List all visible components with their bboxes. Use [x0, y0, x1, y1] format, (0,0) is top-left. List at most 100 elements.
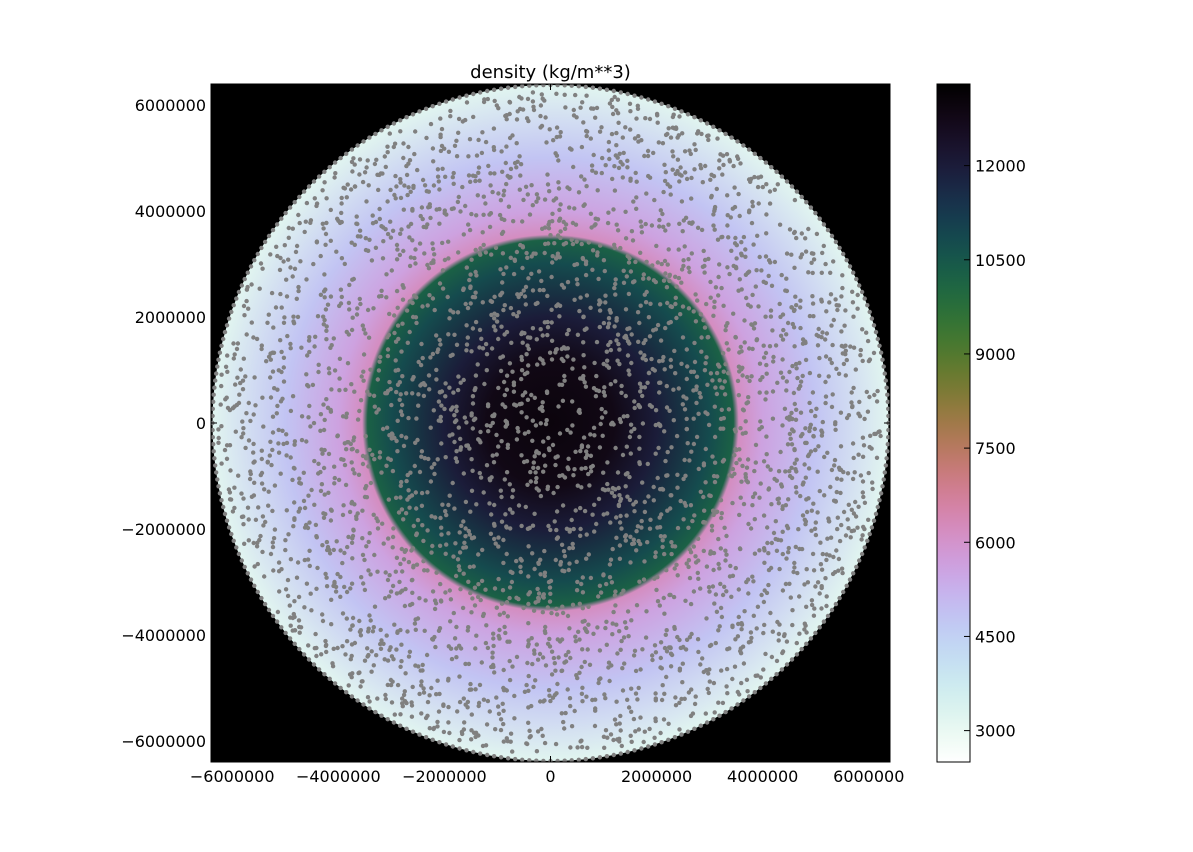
particle-point	[486, 429, 491, 434]
particle-point	[420, 304, 425, 309]
particle-point	[519, 410, 524, 415]
particle-point	[845, 517, 850, 522]
particle-point	[249, 320, 254, 325]
particle-point	[540, 226, 545, 231]
particle-point	[520, 219, 525, 224]
particle-point	[780, 337, 786, 342]
particle-point	[524, 415, 529, 420]
particle-point	[216, 435, 221, 441]
particle-point	[325, 302, 331, 307]
particle-point	[316, 461, 321, 466]
boundary-particle-point	[611, 88, 616, 94]
particle-point	[364, 544, 369, 549]
particle-point	[870, 486, 875, 492]
boundary-particle-point	[735, 139, 740, 144]
boundary-particle-point	[274, 222, 280, 227]
particle-point	[364, 165, 369, 170]
particle-point	[864, 330, 869, 335]
x-tick-label: 6000000	[833, 767, 904, 786]
particle-point	[526, 346, 531, 352]
particle-point	[363, 236, 368, 241]
particle-point	[695, 637, 701, 642]
particle-point	[469, 411, 474, 416]
particle-point	[431, 726, 436, 732]
particle-point	[405, 192, 410, 198]
boundary-particle-point	[287, 205, 293, 210]
particle-point	[496, 704, 501, 709]
particle-point	[734, 460, 739, 466]
boundary-particle-point	[437, 101, 442, 107]
particle-point	[458, 587, 463, 592]
particle-point	[814, 231, 820, 237]
particle-point	[469, 457, 474, 462]
particle-point	[364, 483, 369, 489]
particle-point	[304, 581, 310, 586]
particle-point	[286, 257, 291, 262]
particle-point	[446, 239, 451, 244]
particle-point	[757, 495, 762, 500]
particle-point	[560, 610, 566, 616]
particle-point	[475, 362, 480, 367]
boundary-particle-point	[886, 406, 890, 411]
particle-point	[814, 406, 819, 411]
particle-point	[403, 435, 409, 440]
boundary-particle-point	[825, 613, 831, 619]
particle-point	[791, 390, 797, 396]
particle-point	[546, 688, 552, 693]
particle-point	[462, 720, 467, 725]
particle-point	[696, 536, 701, 541]
boundary-particle-point	[367, 706, 372, 711]
particle-point	[248, 469, 253, 474]
boundary-particle-point	[618, 90, 623, 95]
particle-point	[524, 459, 530, 464]
particle-point	[746, 591, 751, 596]
particle-point	[578, 448, 583, 454]
particle-point	[389, 654, 395, 659]
boundary-particle-point	[417, 109, 422, 114]
particle-point	[272, 386, 277, 391]
particle-point	[573, 222, 579, 227]
particle-point	[258, 533, 263, 539]
particle-point	[834, 476, 840, 481]
particle-point	[527, 735, 532, 740]
particle-point	[785, 320, 791, 326]
particle-point	[514, 558, 519, 564]
particle-point	[393, 495, 399, 500]
boundary-particle-point	[873, 511, 879, 517]
particle-point	[368, 367, 373, 372]
particle-point	[591, 152, 596, 158]
particle-point	[637, 320, 642, 326]
particle-point	[823, 354, 829, 359]
particle-point	[348, 657, 353, 662]
particle-point	[515, 425, 520, 431]
particle-point	[503, 424, 508, 429]
particle-point	[815, 469, 820, 474]
particle-point	[740, 431, 745, 436]
particle-point	[644, 289, 649, 295]
particle-point	[592, 433, 597, 438]
particle-point	[523, 504, 528, 510]
particle-point	[675, 135, 680, 140]
particle-point	[496, 106, 501, 111]
particle-point	[454, 408, 459, 414]
particle-point	[268, 439, 273, 444]
boundary-particle-point	[239, 283, 244, 288]
particle-point	[306, 493, 311, 498]
particle-point	[623, 125, 628, 130]
particle-point	[685, 441, 690, 446]
particle-point	[617, 721, 622, 726]
particle-point	[534, 199, 539, 204]
particle-point	[784, 251, 790, 256]
particle-point	[694, 374, 700, 379]
particle-point	[565, 687, 570, 692]
boundary-particle-point	[881, 477, 886, 482]
particle-point	[306, 415, 311, 420]
particle-point	[569, 517, 574, 523]
particle-point	[633, 729, 638, 734]
particle-point	[477, 470, 482, 476]
particle-point	[230, 509, 236, 514]
particle-point	[640, 421, 646, 426]
particle-point	[638, 303, 643, 308]
particle-point	[339, 195, 344, 201]
particle-point	[497, 627, 502, 633]
